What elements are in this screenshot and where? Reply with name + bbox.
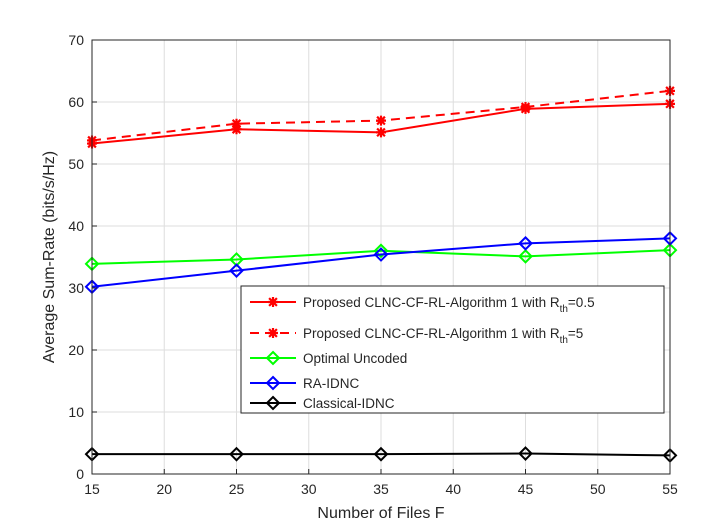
series-line bbox=[91, 237, 671, 288]
data-point bbox=[520, 101, 531, 112]
data-point bbox=[518, 235, 533, 251]
data-point bbox=[268, 297, 278, 307]
x-tick-label: 30 bbox=[301, 481, 317, 497]
data-point bbox=[376, 127, 386, 138]
legend-name: RA-IDNC bbox=[303, 376, 359, 391]
legend: Proposed CLNC-CF-RL-Algorithm 1 with Rth… bbox=[240, 285, 665, 414]
y-tick-label: 50 bbox=[68, 156, 84, 172]
legend-name: Proposed CLNC-CF-RL-Algorithm 1 with R bbox=[303, 326, 560, 341]
y-tick-label: 40 bbox=[68, 218, 84, 234]
legend-label: Proposed CLNC-CF-RL-Algorithm 1 with Rth… bbox=[303, 326, 583, 346]
legend-item: Optimal Uncoded bbox=[250, 350, 407, 366]
legend-item: Proposed CLNC-CF-RL-Algorithm 1 with Rth… bbox=[250, 295, 595, 315]
legend-subscript: th bbox=[560, 335, 568, 346]
data-point bbox=[229, 446, 244, 462]
legend-label: RA-IDNC bbox=[303, 376, 359, 391]
x-tick-label: 20 bbox=[156, 481, 172, 497]
data-point bbox=[373, 247, 389, 262]
series-layer bbox=[84, 85, 678, 463]
legend-suffix: =0.5 bbox=[568, 295, 595, 310]
data-point bbox=[231, 124, 242, 135]
data-point bbox=[518, 446, 533, 461]
y-tick-label: 20 bbox=[68, 342, 84, 358]
data-point bbox=[265, 375, 281, 391]
legend-suffix: =5 bbox=[568, 326, 583, 341]
x-tick-label: 45 bbox=[518, 481, 534, 497]
series-5 bbox=[84, 446, 678, 463]
legend-label: Classical-IDNC bbox=[303, 396, 395, 411]
data-point bbox=[373, 446, 389, 462]
y-tick-label: 10 bbox=[68, 404, 84, 420]
legend-name: Classical-IDNC bbox=[303, 396, 395, 411]
data-point bbox=[265, 395, 281, 411]
x-tick-label: 15 bbox=[84, 481, 100, 497]
x-tick-label: 25 bbox=[229, 481, 245, 497]
data-point bbox=[376, 115, 386, 126]
series-line bbox=[92, 452, 671, 457]
x-tick-label: 50 bbox=[590, 481, 606, 497]
legend-item: Proposed CLNC-CF-RL-Algorithm 1 with Rth… bbox=[250, 326, 583, 346]
data-point bbox=[229, 263, 244, 279]
legend-subscript: th bbox=[560, 304, 568, 315]
data-point bbox=[268, 328, 278, 338]
y-tick-label: 70 bbox=[68, 32, 84, 48]
data-point bbox=[231, 118, 242, 129]
data-point bbox=[265, 350, 281, 366]
legend-item: RA-IDNC bbox=[250, 375, 359, 391]
x-tick-label: 35 bbox=[373, 481, 389, 497]
legend-name: Proposed CLNC-CF-RL-Algorithm 1 with R bbox=[303, 295, 560, 310]
x-tick-label: 40 bbox=[445, 481, 461, 497]
data-point bbox=[373, 243, 389, 259]
x-axis-label: Number of Files F bbox=[317, 505, 444, 522]
legend-box bbox=[240, 285, 665, 414]
y-axis-label: Average Sum-Rate (bits/s/Hz) bbox=[41, 151, 58, 363]
series-line bbox=[91, 249, 671, 265]
plot-frame bbox=[91, 39, 671, 475]
data-point bbox=[518, 248, 533, 264]
legend-item: Classical-IDNC bbox=[250, 395, 395, 411]
y-tick-label: 30 bbox=[68, 280, 84, 296]
y-tick-label: 60 bbox=[68, 94, 84, 110]
x-tick-label: 55 bbox=[662, 481, 678, 497]
legend-name: Optimal Uncoded bbox=[303, 351, 407, 366]
legend-label: Proposed CLNC-CF-RL-Algorithm 1 with Rth… bbox=[303, 295, 595, 315]
legend-label: Optimal Uncoded bbox=[303, 351, 407, 366]
axis-ticks: 15 20 25 30 35 40 45 50 55 0 10 20 30 40 50 60 70 bbox=[68, 32, 678, 497]
y-tick-label: 0 bbox=[76, 466, 84, 482]
